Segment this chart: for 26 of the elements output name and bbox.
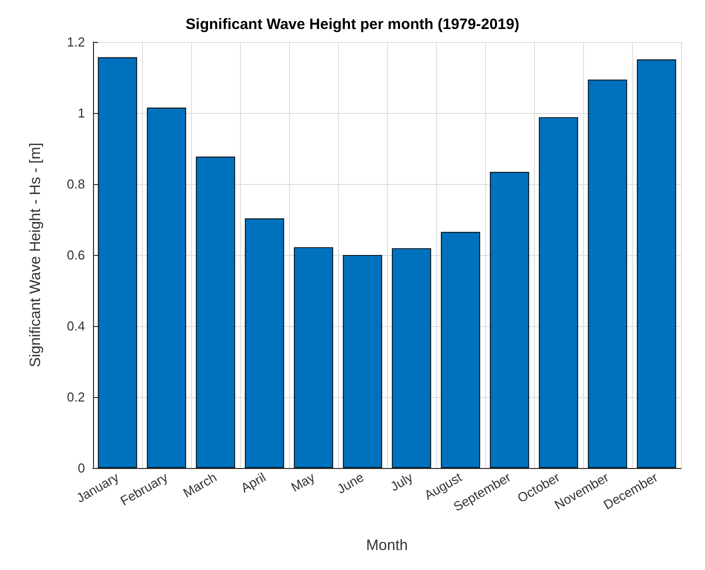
bar xyxy=(244,218,284,468)
x-tick-label: June xyxy=(334,470,366,497)
y-axis-title: Significant Wave Height - Hs - [m] xyxy=(27,142,44,368)
y-tick-label: 0.6 xyxy=(66,248,85,262)
bar xyxy=(440,232,480,468)
bar xyxy=(588,80,628,468)
bar xyxy=(98,57,138,468)
bar xyxy=(294,247,334,468)
x-tick-label: May xyxy=(288,469,318,495)
bar xyxy=(146,108,186,468)
bar xyxy=(196,156,236,468)
y-tick-label: 1 xyxy=(78,106,85,120)
y-tick-label: 0.8 xyxy=(66,176,85,192)
bar xyxy=(342,255,382,468)
chart-title: Significant Wave Height per month (1979-2019) xyxy=(186,16,520,33)
bar xyxy=(392,248,432,468)
y-tick-label: 0.2 xyxy=(66,390,85,404)
bar xyxy=(490,172,530,468)
bar xyxy=(538,117,578,468)
x-axis-title: Month xyxy=(366,537,408,554)
bar xyxy=(636,59,676,468)
y-tick-label: 0.4 xyxy=(66,318,85,334)
x-tick-label: July xyxy=(388,469,416,494)
y-tick-label: 1.2 xyxy=(66,34,85,50)
x-tick-label: April xyxy=(238,469,268,496)
y-tick-label: 0 xyxy=(78,460,85,476)
